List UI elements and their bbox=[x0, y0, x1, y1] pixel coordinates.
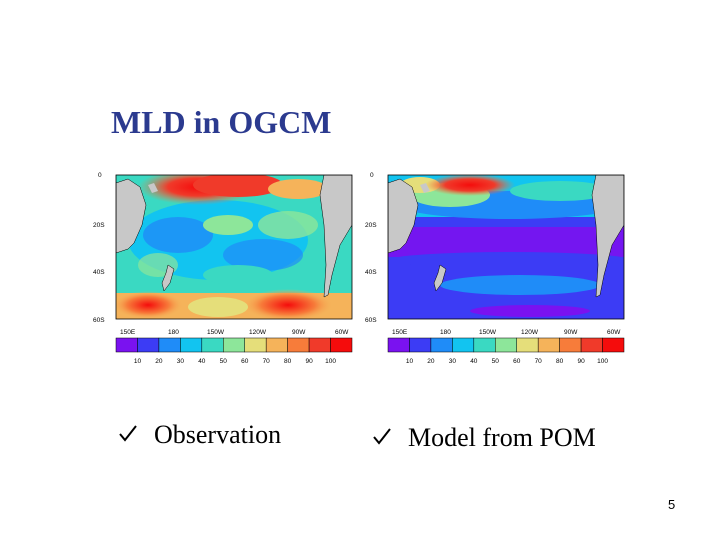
colorbar-segment bbox=[244, 337, 267, 353]
colorbar-tick-label: 100 bbox=[597, 358, 608, 365]
mld-map-observation: 0 20S 40S 60S 150E 180 150W 120W 90W 60W… bbox=[93, 172, 353, 365]
lon-label: 150E bbox=[392, 329, 408, 336]
bullet-observation: Observation bbox=[118, 420, 281, 450]
colorbar-segment bbox=[265, 337, 288, 353]
bullet-model: Model from POM bbox=[372, 423, 596, 453]
colorbar-segment bbox=[602, 337, 625, 353]
lat-label: 20S bbox=[365, 222, 377, 229]
colorbar-segment bbox=[201, 337, 224, 353]
colorbar-model bbox=[387, 337, 625, 353]
colorbar-segment bbox=[473, 337, 496, 353]
colorbar-observation bbox=[115, 337, 353, 353]
colorbar-tick-label: 60 bbox=[241, 358, 249, 365]
lon-label: 180 bbox=[440, 329, 451, 336]
colorbar-segment bbox=[223, 337, 245, 353]
lon-label: 180 bbox=[168, 329, 179, 336]
colorbar-segment bbox=[430, 337, 453, 353]
colorbar-segment bbox=[115, 337, 138, 353]
colorbar-tick-label: 70 bbox=[535, 358, 543, 365]
colorbar-tick-label: 60 bbox=[513, 358, 521, 365]
bullet-text: Observation bbox=[154, 420, 282, 449]
colorbar-segment bbox=[495, 337, 517, 353]
colorbar-segment bbox=[287, 337, 310, 353]
lon-label: 150W bbox=[207, 329, 225, 336]
colorbar-tick-label: 100 bbox=[325, 358, 336, 365]
page-number: 5 bbox=[668, 497, 676, 512]
colorbar-tick-label: 20 bbox=[155, 358, 163, 365]
colorbar-tick-label: 80 bbox=[284, 358, 292, 365]
colorbar-segment bbox=[559, 337, 582, 353]
lat-label: 40S bbox=[365, 269, 377, 276]
bullet-text: Model from POM bbox=[408, 423, 596, 452]
lon-label: 120W bbox=[521, 329, 539, 336]
lon-label: 120W bbox=[249, 329, 267, 336]
lat-label: 0 bbox=[370, 172, 374, 179]
colorbar-segment bbox=[308, 337, 331, 353]
colorbar-tick-label: 40 bbox=[198, 358, 206, 365]
lon-label: 60W bbox=[607, 329, 621, 336]
colorbar-segment bbox=[452, 337, 475, 353]
colorbar-segment bbox=[409, 337, 432, 353]
colorbar-segment bbox=[330, 337, 353, 353]
lon-label: 90W bbox=[292, 329, 306, 336]
slide-title: MLD in OGCM bbox=[111, 104, 332, 140]
map-panel-model: 0 20S 40S 60S 150E 180 150W 120W 90W 60W… bbox=[360, 165, 635, 370]
colorbar-tick-label: 90 bbox=[577, 358, 585, 365]
colorbar-tick-label: 40 bbox=[470, 358, 478, 365]
colorbar-segment bbox=[580, 337, 603, 353]
lon-label: 90W bbox=[564, 329, 578, 336]
colorbar-segment bbox=[180, 337, 203, 353]
lat-label: 60S bbox=[93, 317, 105, 324]
colorbar-tick-label: 10 bbox=[134, 358, 142, 365]
colorbar-segment bbox=[537, 337, 560, 353]
lat-label: 0 bbox=[98, 172, 102, 179]
lon-label: 60W bbox=[335, 329, 349, 336]
colorbar-segment bbox=[158, 337, 181, 353]
checkmark-icon bbox=[118, 420, 140, 450]
colorbar-tick-label: 70 bbox=[263, 358, 271, 365]
colorbar-segment bbox=[387, 337, 410, 353]
colorbar-tick-label: 10 bbox=[406, 358, 414, 365]
lon-label: 150E bbox=[120, 329, 136, 336]
checkmark-icon bbox=[372, 423, 394, 453]
map-panel-observation: 0 20S 40S 60S 150E 180 150W 120W 90W 60W… bbox=[88, 165, 363, 370]
lon-label: 150W bbox=[479, 329, 497, 336]
colorbar-tick-label: 50 bbox=[220, 358, 228, 365]
lat-label: 20S bbox=[93, 222, 105, 229]
lat-label: 60S bbox=[365, 317, 377, 324]
colorbar-segment bbox=[137, 337, 160, 353]
colorbar-tick-label: 80 bbox=[556, 358, 564, 365]
colorbar-tick-label: 20 bbox=[427, 358, 435, 365]
colorbar-tick-label: 30 bbox=[449, 358, 457, 365]
colorbar-tick-label: 30 bbox=[177, 358, 185, 365]
mld-map-model: 0 20S 40S 60S 150E 180 150W 120W 90W 60W… bbox=[365, 172, 625, 365]
colorbar-segment bbox=[516, 337, 539, 353]
colorbar-tick-label: 90 bbox=[305, 358, 313, 365]
lat-label: 40S bbox=[93, 269, 105, 276]
colorbar-tick-label: 50 bbox=[492, 358, 500, 365]
